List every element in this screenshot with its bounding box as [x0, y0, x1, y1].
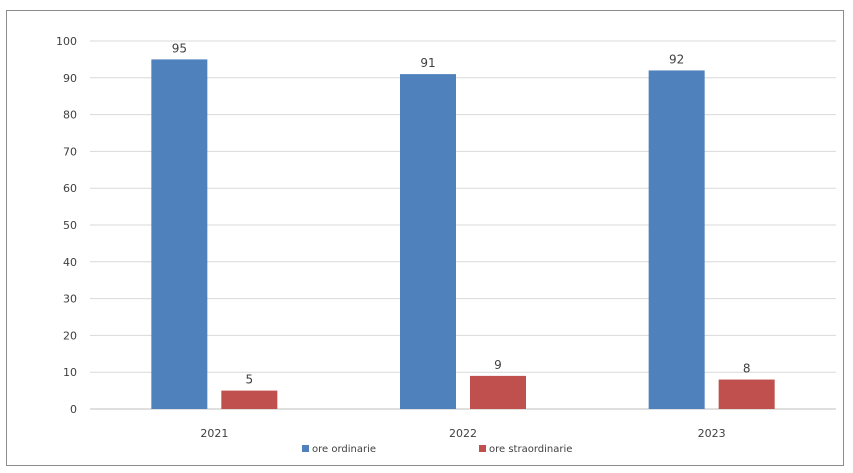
- bar-2022-series-1: [400, 74, 456, 410]
- y-tick-label: 70: [63, 145, 77, 158]
- data-label: 5: [246, 373, 254, 387]
- gridlines: [90, 40, 836, 410]
- data-label: 91: [420, 56, 435, 70]
- y-tick-label: 80: [63, 109, 77, 122]
- data-label: 95: [172, 41, 187, 55]
- x-tick-label: 2022: [449, 427, 477, 440]
- y-axis-ticks: 0 10 20 30 40 50 60 70 80 90 100: [56, 35, 77, 416]
- legend-swatch: [302, 445, 309, 452]
- bars: [151, 59, 775, 410]
- y-tick-label: 60: [63, 182, 77, 195]
- x-axis-ticks: 2021 2022 2023: [200, 427, 725, 440]
- data-label: 8: [743, 362, 751, 376]
- bar-2023-series-1: [648, 70, 705, 409]
- x-tick-label: 2021: [200, 427, 228, 440]
- legend-swatch: [479, 445, 486, 452]
- bar-2023-series-2: [718, 379, 775, 409]
- data-label: 9: [494, 358, 502, 372]
- data-label: 92: [669, 52, 684, 66]
- y-tick-label: 100: [56, 35, 77, 48]
- legend-label: ore straordinarie: [489, 444, 572, 455]
- y-tick-label: 40: [63, 256, 77, 269]
- y-tick-label: 50: [63, 219, 77, 232]
- y-tick-label: 30: [63, 293, 77, 306]
- bar-2021-series-1: [151, 59, 208, 410]
- y-tick-label: 10: [63, 366, 77, 379]
- bar-2022-series-2: [470, 375, 526, 409]
- y-tick-label: 0: [70, 403, 77, 416]
- y-tick-label: 90: [63, 72, 77, 85]
- x-tick-label: 2023: [698, 427, 726, 440]
- legend: ore ordinarie ore straordinarie: [302, 444, 572, 455]
- bar-2021-series-2: [221, 390, 278, 409]
- data-labels: 95 5 91 9 92 8: [172, 41, 751, 386]
- legend-label: ore ordinarie: [312, 444, 376, 455]
- y-tick-label: 20: [63, 329, 77, 342]
